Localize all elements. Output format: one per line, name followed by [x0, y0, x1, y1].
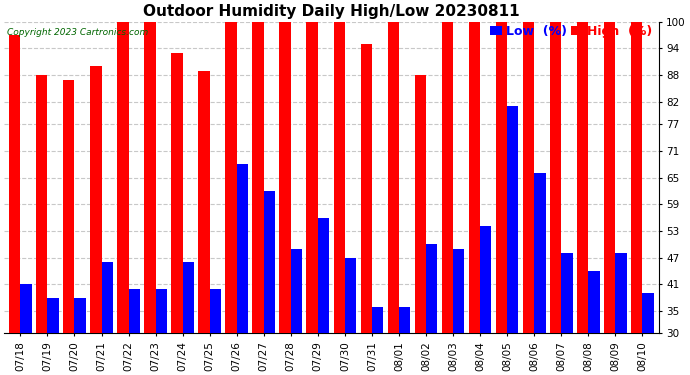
Bar — [372, 307, 383, 333]
Bar — [318, 217, 329, 333]
Bar — [615, 253, 627, 333]
Bar — [21, 284, 32, 333]
Bar — [604, 22, 615, 333]
Bar — [442, 22, 453, 333]
Bar — [507, 106, 518, 333]
Bar — [469, 22, 480, 333]
Bar — [198, 70, 210, 333]
Bar — [75, 298, 86, 333]
Bar — [48, 298, 59, 333]
Bar — [388, 22, 399, 333]
Text: Copyright 2023 Cartronics.com: Copyright 2023 Cartronics.com — [8, 28, 148, 37]
Bar — [290, 249, 302, 333]
Bar — [183, 262, 194, 333]
Bar — [453, 249, 464, 333]
Title: Outdoor Humidity Daily High/Low 20230811: Outdoor Humidity Daily High/Low 20230811 — [143, 4, 520, 19]
Bar — [279, 22, 290, 333]
Bar — [523, 22, 534, 333]
Bar — [156, 289, 167, 333]
Bar — [333, 22, 345, 333]
Bar — [426, 244, 437, 333]
Bar — [550, 22, 561, 333]
Bar — [577, 22, 589, 333]
Bar — [361, 44, 372, 333]
Bar — [496, 22, 507, 333]
Bar — [90, 66, 101, 333]
Bar — [561, 253, 573, 333]
Bar — [534, 173, 546, 333]
Bar — [144, 22, 156, 333]
Bar — [226, 22, 237, 333]
Bar — [642, 293, 653, 333]
Bar — [253, 22, 264, 333]
Bar — [589, 271, 600, 333]
Bar — [345, 258, 356, 333]
Bar — [237, 164, 248, 333]
Bar — [171, 53, 183, 333]
Legend: Low  (%), High  (%): Low (%), High (%) — [490, 25, 652, 38]
Bar — [415, 75, 426, 333]
Bar — [480, 226, 491, 333]
Bar — [128, 289, 140, 333]
Bar — [9, 35, 21, 333]
Bar — [210, 289, 221, 333]
Bar — [63, 80, 75, 333]
Bar — [264, 191, 275, 333]
Bar — [306, 22, 318, 333]
Bar — [117, 22, 128, 333]
Bar — [101, 262, 113, 333]
Bar — [631, 22, 642, 333]
Bar — [399, 307, 411, 333]
Bar — [36, 75, 48, 333]
